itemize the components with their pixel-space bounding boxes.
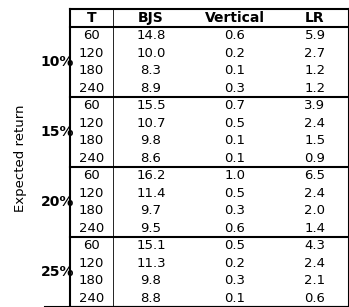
Text: 8.9: 8.9	[141, 82, 161, 95]
Text: Expected return: Expected return	[14, 104, 28, 212]
Text: 60: 60	[83, 239, 100, 252]
Text: 10.0: 10.0	[136, 46, 166, 60]
Text: 0.3: 0.3	[224, 274, 245, 287]
Text: 8.3: 8.3	[140, 64, 162, 77]
Text: 2.1: 2.1	[304, 274, 326, 287]
Text: 120: 120	[79, 117, 104, 130]
Text: 0.5: 0.5	[224, 187, 245, 200]
Text: 180: 180	[79, 134, 104, 147]
Text: 1.2: 1.2	[304, 82, 326, 95]
Text: 60: 60	[83, 99, 100, 112]
Text: 0.1: 0.1	[224, 292, 245, 305]
Text: 0.6: 0.6	[224, 29, 245, 42]
Text: 15.1: 15.1	[136, 239, 166, 252]
Text: 2.4: 2.4	[304, 257, 326, 270]
Text: 0.1: 0.1	[224, 152, 245, 165]
Text: 1.4: 1.4	[304, 222, 326, 235]
Text: 1.0: 1.0	[224, 169, 245, 182]
Text: 60: 60	[83, 169, 100, 182]
Text: 2.7: 2.7	[304, 46, 326, 60]
Text: 10.7: 10.7	[136, 117, 166, 130]
Text: 0.7: 0.7	[224, 99, 245, 112]
Text: LR: LR	[305, 11, 325, 25]
Text: 4.3: 4.3	[304, 239, 326, 252]
Text: 9.8: 9.8	[141, 134, 161, 147]
Text: 240: 240	[79, 82, 104, 95]
Text: 180: 180	[79, 274, 104, 287]
Text: 2.4: 2.4	[304, 117, 326, 130]
Text: 0.9: 0.9	[305, 152, 325, 165]
Text: 20%: 20%	[41, 195, 74, 209]
Text: 0.2: 0.2	[224, 257, 245, 270]
Text: 0.6: 0.6	[224, 222, 245, 235]
Text: 25%: 25%	[41, 265, 74, 279]
Text: 240: 240	[79, 222, 104, 235]
Text: 1.2: 1.2	[304, 64, 326, 77]
Text: 0.6: 0.6	[305, 292, 325, 305]
Text: 10%: 10%	[41, 55, 74, 69]
Text: 9.7: 9.7	[140, 204, 162, 217]
Text: 9.8: 9.8	[141, 274, 161, 287]
Text: 0.1: 0.1	[224, 64, 245, 77]
Text: 15%: 15%	[41, 125, 74, 139]
Text: 15.5: 15.5	[136, 99, 166, 112]
Text: 60: 60	[83, 29, 100, 42]
Text: 0.5: 0.5	[224, 117, 245, 130]
Text: 16.2: 16.2	[136, 169, 166, 182]
Text: 8.8: 8.8	[141, 292, 161, 305]
Text: 240: 240	[79, 152, 104, 165]
Text: 8.6: 8.6	[141, 152, 161, 165]
Text: 180: 180	[79, 64, 104, 77]
Text: 240: 240	[79, 292, 104, 305]
Text: 2.4: 2.4	[304, 187, 326, 200]
Text: 6.5: 6.5	[304, 169, 326, 182]
Text: 0.3: 0.3	[224, 204, 245, 217]
Text: 0.1: 0.1	[224, 134, 245, 147]
Text: 120: 120	[79, 187, 104, 200]
Text: T: T	[87, 11, 96, 25]
Text: 5.9: 5.9	[304, 29, 326, 42]
Text: 0.2: 0.2	[224, 46, 245, 60]
Text: 9.5: 9.5	[140, 222, 162, 235]
Text: 1.5: 1.5	[304, 134, 326, 147]
Text: BJS: BJS	[138, 11, 164, 25]
Text: 0.3: 0.3	[224, 82, 245, 95]
Text: 11.4: 11.4	[136, 187, 166, 200]
Text: 180: 180	[79, 204, 104, 217]
Text: Vertical: Vertical	[205, 11, 265, 25]
Text: 14.8: 14.8	[136, 29, 166, 42]
Text: 3.9: 3.9	[304, 99, 326, 112]
Text: 120: 120	[79, 257, 104, 270]
Text: 2.0: 2.0	[304, 204, 326, 217]
Text: 0.5: 0.5	[224, 239, 245, 252]
Text: 120: 120	[79, 46, 104, 60]
Text: 11.3: 11.3	[136, 257, 166, 270]
